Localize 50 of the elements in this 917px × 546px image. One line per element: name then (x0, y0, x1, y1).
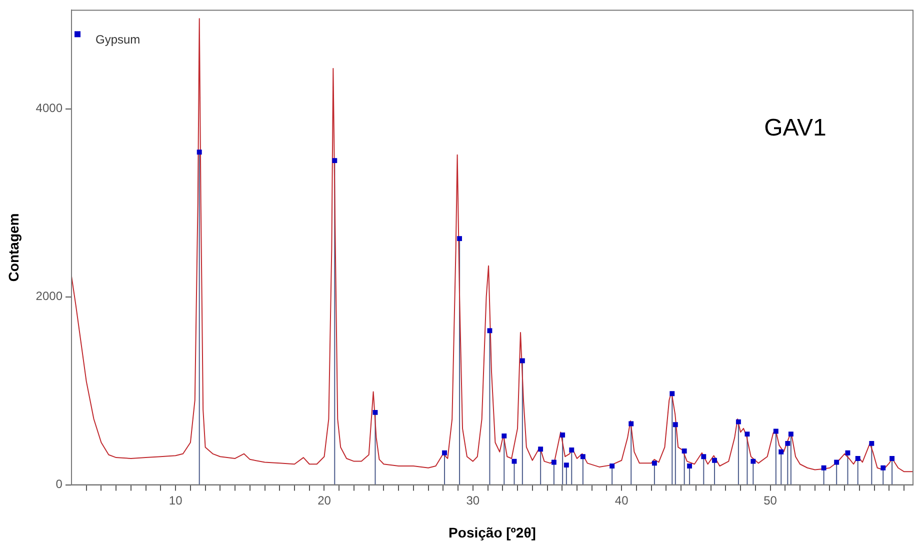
point (701, 454, 706, 460)
point (773, 428, 778, 434)
y-tick-label: 0 (56, 477, 63, 492)
point (372, 410, 378, 415)
point (569, 448, 574, 452)
x-tick-label: 40 (614, 493, 629, 508)
point (744, 432, 750, 437)
point (687, 464, 692, 468)
x-tick-label: 20 (318, 493, 332, 508)
point (834, 460, 840, 465)
point (610, 464, 615, 468)
point (512, 458, 517, 464)
legend-label: Gypsum (95, 32, 140, 47)
y-tick-label: 4000 (36, 101, 63, 116)
point (672, 422, 678, 428)
point (736, 419, 741, 424)
point (457, 236, 462, 242)
x-axis-title: Posição [º2θ] (448, 524, 536, 540)
point (778, 449, 784, 454)
point (196, 150, 202, 155)
point (564, 462, 569, 468)
point (538, 446, 544, 452)
point (652, 460, 657, 466)
point (845, 450, 850, 456)
point (670, 391, 675, 396)
x-tick-label: 30 (466, 493, 480, 508)
point (551, 460, 556, 465)
point (821, 465, 826, 470)
point (520, 358, 525, 364)
point (332, 158, 338, 164)
x-tick-label: 50 (764, 493, 778, 508)
point (502, 433, 507, 438)
annotation: GAV1 (764, 114, 826, 142)
x-tick-label: 10 (168, 493, 183, 508)
point (487, 328, 492, 334)
point (890, 456, 895, 461)
point (869, 440, 874, 446)
point (750, 458, 756, 464)
point (855, 456, 860, 461)
point (712, 458, 717, 463)
point (580, 454, 586, 460)
point (628, 421, 634, 426)
y-tick-label: 2000 (36, 289, 63, 304)
point (682, 448, 687, 454)
point (788, 432, 794, 437)
point (442, 450, 447, 456)
point (880, 465, 886, 470)
point (560, 432, 566, 438)
y-axis-title: Contagem (5, 213, 22, 282)
point (785, 440, 790, 446)
